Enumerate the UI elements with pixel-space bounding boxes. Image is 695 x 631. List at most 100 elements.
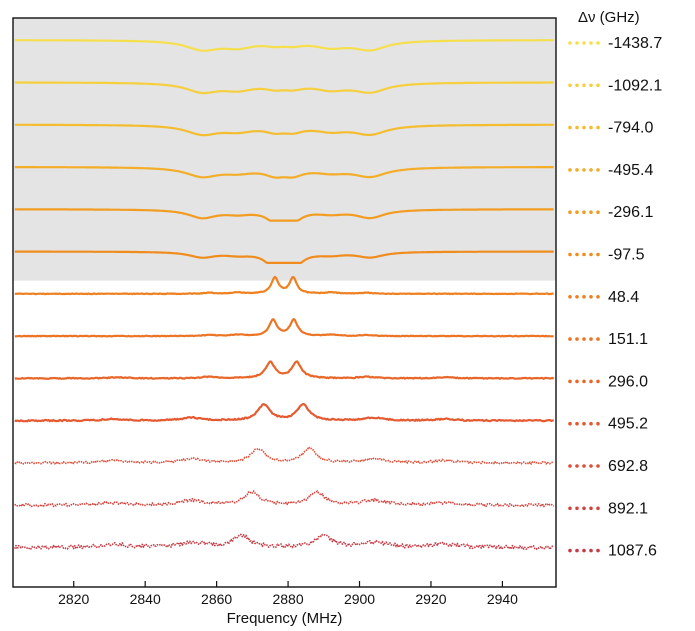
legend-marker bbox=[589, 41, 593, 45]
legend-entry: 692.8 bbox=[568, 458, 648, 475]
x-tick-label: 2900 bbox=[344, 591, 375, 607]
legend-label: -794.0 bbox=[608, 120, 653, 137]
legend-marker bbox=[568, 168, 572, 172]
legend-marker bbox=[589, 168, 593, 172]
legend-marker bbox=[575, 421, 579, 426]
x-tick-label: 2880 bbox=[272, 591, 303, 607]
legend-marker bbox=[596, 337, 600, 341]
legend-label: 151.1 bbox=[608, 331, 648, 348]
legend-marker bbox=[582, 295, 586, 299]
legend-marker bbox=[582, 210, 586, 214]
legend-entry: -1438.7 bbox=[568, 35, 662, 52]
series-trace-296.0 bbox=[14, 360, 555, 380]
legend-marker bbox=[596, 506, 600, 511]
legend-label: 892.1 bbox=[608, 500, 648, 517]
x-tick-label: 2940 bbox=[487, 591, 518, 607]
legend-title: Δν (GHz) bbox=[578, 9, 640, 26]
legend-marker bbox=[582, 41, 586, 45]
series-trace-151.1 bbox=[14, 318, 554, 338]
legend-marker bbox=[575, 83, 579, 88]
series-trace--296.1 bbox=[14, 208, 554, 222]
legend-marker bbox=[589, 379, 593, 384]
shaded-region bbox=[13, 18, 556, 281]
legend-marker bbox=[568, 548, 572, 553]
legend-marker bbox=[596, 83, 600, 88]
legend-entry: -1092.1 bbox=[568, 77, 662, 94]
legend-label: 495.2 bbox=[608, 416, 648, 433]
legend-marker bbox=[568, 252, 572, 257]
legend-marker bbox=[589, 548, 593, 553]
series-trace--1438.7 bbox=[14, 39, 554, 52]
trace-group bbox=[14, 39, 555, 551]
legend-marker bbox=[582, 379, 586, 384]
legend-marker bbox=[596, 210, 600, 214]
x-tick-label: 2820 bbox=[58, 591, 89, 607]
legend-label: -1092.1 bbox=[608, 77, 662, 94]
legend-marker bbox=[582, 421, 586, 426]
legend-marker bbox=[575, 295, 579, 299]
legend-entry: 1087.6 bbox=[568, 543, 657, 560]
legend-marker bbox=[596, 421, 600, 426]
legend-marker bbox=[589, 464, 593, 468]
series-trace-892.1 bbox=[14, 490, 555, 508]
legend-entry: 48.4 bbox=[568, 289, 639, 306]
legend-marker bbox=[575, 252, 579, 257]
plot-frame bbox=[12, 17, 557, 588]
series-trace-692.8 bbox=[14, 446, 554, 465]
legend-marker bbox=[596, 379, 600, 384]
legend-marker bbox=[575, 464, 579, 468]
legend-marker bbox=[568, 210, 572, 214]
legend-marker bbox=[575, 41, 579, 45]
series-trace--1092.1 bbox=[14, 81, 554, 95]
legend-marker bbox=[568, 337, 572, 341]
legend-label: 296.0 bbox=[608, 373, 648, 390]
series-trace--794.0 bbox=[14, 123, 554, 137]
legend-marker bbox=[589, 506, 593, 511]
legend-marker bbox=[582, 83, 586, 88]
series-trace--495.4 bbox=[14, 166, 554, 179]
legend-label: -296.1 bbox=[608, 204, 653, 221]
series-trace-1087.6 bbox=[14, 533, 555, 551]
series-trace-495.2 bbox=[14, 402, 555, 423]
legend-entry: -296.1 bbox=[568, 204, 653, 221]
legend-marker bbox=[568, 379, 572, 384]
legend-marker bbox=[575, 168, 579, 172]
legend-marker bbox=[596, 548, 600, 553]
legend-marker bbox=[568, 41, 572, 45]
legend-marker bbox=[568, 421, 572, 426]
legend-marker bbox=[582, 125, 586, 130]
legend-marker bbox=[596, 125, 600, 130]
legend-marker bbox=[568, 464, 572, 468]
x-tick-label: 2920 bbox=[415, 591, 446, 607]
legend-marker bbox=[582, 337, 586, 341]
legend-marker bbox=[568, 506, 572, 511]
legend-label: -495.4 bbox=[608, 162, 653, 179]
legend-entry: 296.0 bbox=[568, 373, 648, 390]
x-tick-label: 2860 bbox=[201, 591, 232, 607]
legend-label: 692.8 bbox=[608, 458, 648, 475]
legend-entry: -794.0 bbox=[568, 120, 653, 137]
legend-marker bbox=[589, 295, 593, 299]
legend-marker bbox=[575, 125, 579, 130]
legend-marker bbox=[568, 295, 572, 299]
legend-marker bbox=[575, 337, 579, 341]
legend-label: 48.4 bbox=[608, 289, 639, 306]
x-axis: 2820 2840 2860 2880 2900 2920 2940 bbox=[58, 581, 518, 607]
legend-entry: 495.2 bbox=[568, 416, 648, 433]
legend-marker bbox=[575, 210, 579, 214]
legend-marker bbox=[582, 252, 586, 257]
legend-marker bbox=[582, 506, 586, 511]
legend-marker bbox=[596, 295, 600, 299]
legend-entry: 151.1 bbox=[568, 331, 648, 348]
legend-marker bbox=[589, 421, 593, 426]
legend-marker bbox=[589, 252, 593, 257]
legend-marker bbox=[589, 210, 593, 214]
series-trace--97.5 bbox=[14, 250, 554, 264]
legend-marker bbox=[582, 464, 586, 468]
legend-marker bbox=[589, 125, 593, 130]
legend-marker bbox=[575, 548, 579, 553]
legend-entry: -97.5 bbox=[568, 247, 645, 264]
legend-label: -1438.7 bbox=[608, 35, 662, 52]
legend: -1438.7 -1092.1 -794.0 -495.4 -296.1 -97.5 48.… bbox=[568, 35, 662, 560]
